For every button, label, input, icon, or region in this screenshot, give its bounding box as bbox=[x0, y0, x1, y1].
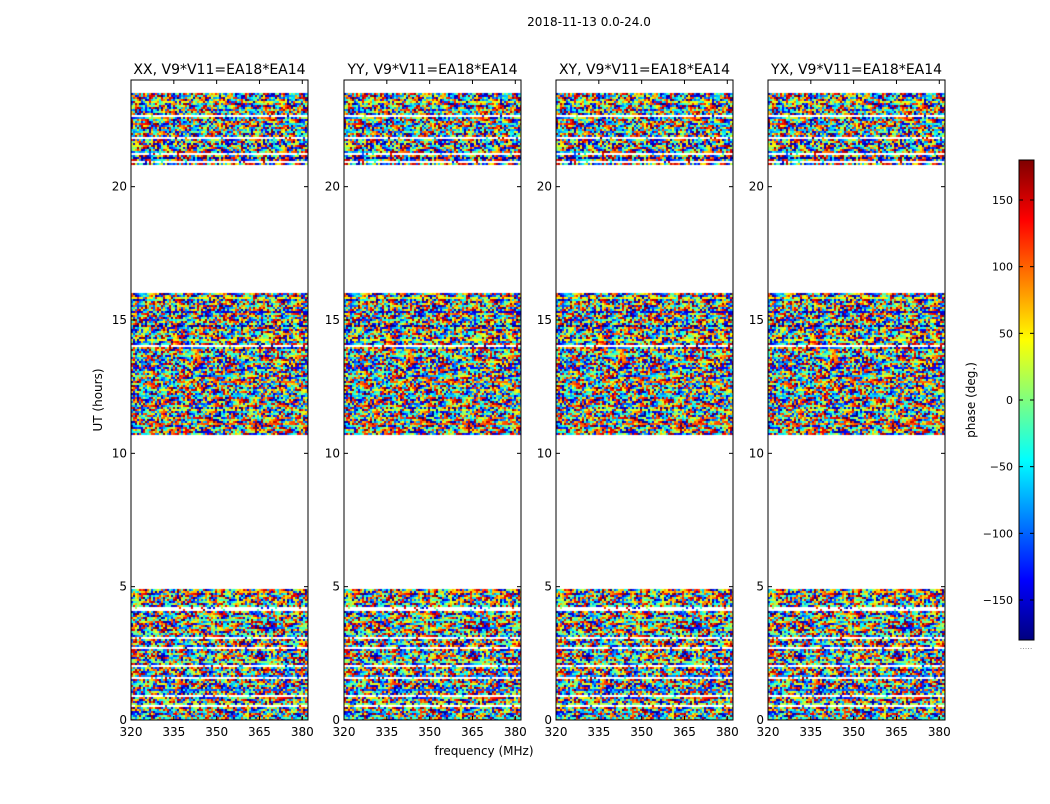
phase-heatmap bbox=[556, 80, 733, 720]
x-tick-label: 335 bbox=[162, 725, 185, 739]
colorbar-ticks: 150 100 50 0 −50 −100 −150 bbox=[983, 194, 1034, 607]
y-tick-label: 15 bbox=[537, 313, 552, 327]
colorbar-tick-label: 150 bbox=[992, 194, 1013, 207]
y-tick-label: 15 bbox=[749, 313, 764, 327]
y-tick-label: 10 bbox=[749, 446, 764, 460]
colorbar-tick-label: 50 bbox=[999, 327, 1013, 340]
x-tick-label: 365 bbox=[885, 725, 908, 739]
y-tick-label: 20 bbox=[537, 180, 552, 194]
panel-frame bbox=[767, 79, 946, 721]
panel-frame bbox=[555, 79, 734, 721]
phase-heatmap bbox=[768, 80, 945, 720]
x-tick-label: 335 bbox=[799, 725, 822, 739]
x-tick-label: 335 bbox=[587, 725, 610, 739]
x-tick-label: 320 bbox=[120, 725, 143, 739]
y-tick-label: 0 bbox=[332, 713, 340, 727]
x-tick-label: 320 bbox=[333, 725, 356, 739]
panel-title: YY, V9*V11=EA18*EA14 bbox=[346, 62, 517, 78]
panel-title: XY, V9*V11=EA18*EA14 bbox=[559, 62, 730, 78]
colorbar-label: phase (deg.) bbox=[964, 362, 978, 438]
colorbar: 150 100 50 0 −50 −100 −150 phase (deg.) ..... bbox=[964, 159, 1035, 651]
x-tick-label: 350 bbox=[630, 725, 653, 739]
colorbar-tick-label: 100 bbox=[992, 261, 1013, 274]
y-tick-label: 5 bbox=[756, 580, 764, 594]
figure-suptitle: 2018-11-13 0.0-24.0 bbox=[527, 15, 651, 29]
y-tick-label: 20 bbox=[749, 180, 764, 194]
y-axis-label: UT (hours) bbox=[91, 368, 105, 431]
y-tick-label: 10 bbox=[325, 446, 340, 460]
panel: XY, V9*V11=EA18*EA14 320 335 350 365 380 0 5 10 1… bbox=[537, 62, 739, 739]
y-tick-label: 10 bbox=[112, 446, 127, 460]
x-tick-label: 365 bbox=[461, 725, 484, 739]
y-tick-label: 15 bbox=[112, 313, 127, 327]
colorbar-tick-label: −100 bbox=[983, 527, 1013, 540]
x-tick-label: 365 bbox=[248, 725, 271, 739]
y-tick-label: 15 bbox=[325, 313, 340, 327]
panel-title: XX, V9*V11=EA18*EA14 bbox=[133, 62, 305, 78]
x-tick-label: 380 bbox=[716, 725, 739, 739]
x-tick-label: 380 bbox=[291, 725, 314, 739]
y-tick-label: 0 bbox=[119, 713, 127, 727]
colorbar-tick-label: 0 bbox=[1006, 394, 1013, 407]
x-tick-label: 350 bbox=[842, 725, 865, 739]
x-tick-label: 335 bbox=[375, 725, 398, 739]
x-tick-label: 320 bbox=[545, 725, 568, 739]
y-tick-label: 5 bbox=[119, 580, 127, 594]
panel-frame bbox=[343, 79, 522, 721]
panel: XX, V9*V11=EA18*EA14 320 335 350 365 380 0 5 10 1… bbox=[112, 62, 314, 739]
y-tick-label: 20 bbox=[112, 180, 127, 194]
y-tick-label: 5 bbox=[332, 580, 340, 594]
panel: YX, V9*V11=EA18*EA14 320 335 350 365 380 0 5 10 1… bbox=[749, 62, 951, 739]
panel-title: YX, V9*V11=EA18*EA14 bbox=[770, 62, 942, 78]
x-tick-label: 380 bbox=[504, 725, 527, 739]
colorbar-tick-label: −50 bbox=[990, 461, 1013, 474]
x-tick-label: 380 bbox=[928, 725, 951, 739]
y-tick-label: 20 bbox=[325, 180, 340, 194]
y-tick-label: 0 bbox=[544, 713, 552, 727]
panel-frame bbox=[130, 79, 309, 721]
phase-heatmap bbox=[131, 80, 308, 720]
colorbar-tick-label: −150 bbox=[983, 594, 1013, 607]
phase-heatmap bbox=[344, 80, 521, 720]
y-tick-label: 0 bbox=[756, 713, 764, 727]
x-tick-label: 350 bbox=[205, 725, 228, 739]
panels-group: XX, V9*V11=EA18*EA14 320 335 350 365 380 0 5 10 1… bbox=[112, 62, 951, 739]
x-tick-label: 365 bbox=[673, 725, 696, 739]
y-tick-label: 10 bbox=[537, 446, 552, 460]
panel: YY, V9*V11=EA18*EA14 320 335 350 365 380 0 5 10 1… bbox=[325, 62, 527, 739]
x-tick-label: 320 bbox=[757, 725, 780, 739]
y-tick-label: 5 bbox=[544, 580, 552, 594]
x-axis-label: frequency (MHz) bbox=[434, 744, 533, 758]
x-tick-label: 350 bbox=[418, 725, 441, 739]
colorbar-footer: ..... bbox=[1020, 642, 1033, 651]
